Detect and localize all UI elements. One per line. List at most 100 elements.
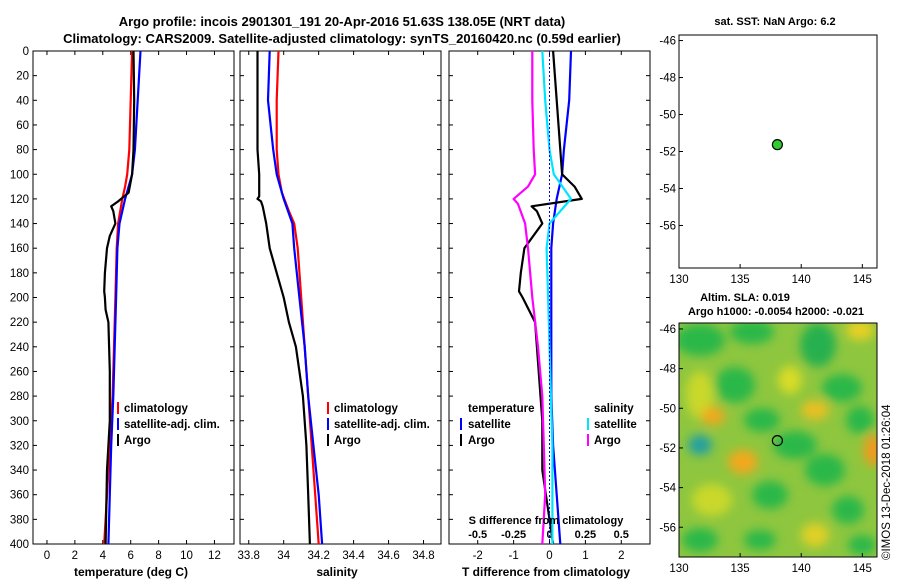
depth-tick-label: 120 [10,194,29,206]
map-x-tick-label: 135 [731,274,750,286]
sla-blob [846,323,874,340]
depth-tick-label: 320 [10,440,29,452]
series-temperature-satellite [550,50,573,545]
sla-blob [832,496,864,524]
depth-tick-label: 140 [10,219,29,231]
sla-blob [822,374,862,402]
map-x-tick-label: 140 [792,563,811,575]
difference-series [512,50,583,545]
x-tick-label: 34.6 [377,550,399,562]
depth-tick-label: 400 [10,539,29,551]
salinity-legend: climatology satellite-adj. clim. Argo [327,402,430,447]
series-climatology [275,50,320,545]
map-x-tick-label: 130 [669,563,688,575]
temperature-axis-ticks: 0 2 4 6 8 10 12 [33,50,234,562]
sst-map-ticks: 130 135 140 145 -46 -48 -50 -52 -54 -56 [659,36,872,286]
salinity-panel: 33.8 34 34.2 34.4 34.6 34.8 salinity climatol… [238,50,442,579]
sla-blob [686,371,714,419]
salinity-xlabel: salinity [316,565,358,579]
legend-label-climatology: climatology [124,403,189,415]
depth-axis-labels: 0 20 40 60 80 100 120 140 160 180 200 220 240 260 280 3… [10,46,29,551]
series-argo [103,50,136,545]
sla-blob [715,367,755,403]
salinity-series [256,50,324,545]
map-y-tick-label: -50 [659,110,676,122]
x-tick-label: 4 [100,550,107,562]
map-y-tick-label: -46 [659,324,676,336]
x-tick-label: 2 [72,550,78,562]
title-line-2: Climatology: CARS2009. Satellite-adjuste… [63,31,621,46]
sla-blob [688,435,712,455]
difference-legend: temperature satellite Argo salinity sate… [460,403,637,447]
sla-heatmap-blobs [679,323,877,555]
map-y-tick-label: -56 [659,522,676,534]
map-y-tick-label: -54 [659,483,676,495]
sla-blob [773,431,817,459]
sla-map-frame [678,322,878,558]
sla-blob [679,324,725,356]
x-tick-label: -2 [473,550,483,562]
sla-blob [701,407,725,425]
depth-tick-label: 260 [10,366,29,378]
legend-label-satellite: satellite-adj. clim. [334,419,430,431]
series-salinity-argo [512,51,547,545]
legend-title-temperature: temperature [468,403,534,415]
x-tick-label: 0 [44,550,50,562]
x-tick-label: 34.4 [342,550,365,562]
map-y-tick-label: -50 [659,403,676,415]
sla-blob [801,400,829,420]
x-tick-label: 8 [155,550,161,562]
map-y-tick-label: -56 [659,220,676,232]
depth-tick-label: 360 [10,490,29,502]
x2-tick-label: 0.5 [614,529,629,541]
x-tick-label: 33.8 [238,550,260,562]
legend-label-argo: Argo [334,435,361,447]
map-x-tick-label: 130 [669,274,688,286]
temperature-series [103,50,142,545]
sla-blob [682,528,718,552]
x-tick-label: 10 [180,550,193,562]
map-x-tick-label: 140 [792,274,811,286]
sla-map-title: Altim. SLA: 0.019 [700,292,790,304]
map-y-tick-label: -54 [659,183,676,195]
sla-blob [752,481,788,509]
x-tick-label: 34.2 [307,550,329,562]
sla-blob [801,523,829,547]
title-line-1: Argo profile: incois 2901301_191 20-Apr-… [119,14,566,29]
sla-blob [728,450,758,474]
depth-tick-label: 160 [10,243,29,255]
sst-map-frame [678,34,878,269]
sla-heatmap [679,323,877,557]
sla-blob [692,484,732,516]
map-x-tick-label: 145 [853,563,872,575]
watermark: ©IMOS 13-Dec-2018 01:26:04 [881,404,893,560]
legend-label-temp-satellite: satellite [468,419,511,431]
series-satellite-adj-clim- [107,50,142,545]
sla-blob [805,454,845,486]
depth-tick-label: 0 [23,46,29,58]
map-y-tick-label: -46 [659,36,676,48]
map-x-tick-label: 135 [731,563,750,575]
depth-tick-label: 280 [10,391,29,403]
depth-tick-label: 240 [10,342,29,354]
x-tick-label: 0 [546,550,552,562]
depth-tick-label: 220 [10,317,29,329]
argo-location-marker [771,434,783,447]
series-argo [256,51,311,545]
map-y-tick-label: -48 [659,73,676,85]
map-x-tick-label: 145 [853,274,872,286]
sla-blob [778,366,802,394]
depth-tick-label: 380 [10,514,29,526]
sla-blob [744,530,776,550]
difference-x2label: S difference from climatology [469,515,625,527]
x-tick-label: 2 [618,550,624,562]
sla-blob [846,406,874,434]
legend-label-satellite: satellite-adj. clim. [124,419,220,431]
sst-map-points [771,139,783,151]
depth-tick-label: 20 [16,71,29,83]
sla-blob [800,323,836,367]
x-tick-label: -1 [508,550,518,562]
sst-map-panel: sat. SST: NaN Argo: 6.2 130 135 140 145 -46 -… [659,16,878,286]
sst-map-title: sat. SST: NaN Argo: 6.2 [714,16,835,28]
